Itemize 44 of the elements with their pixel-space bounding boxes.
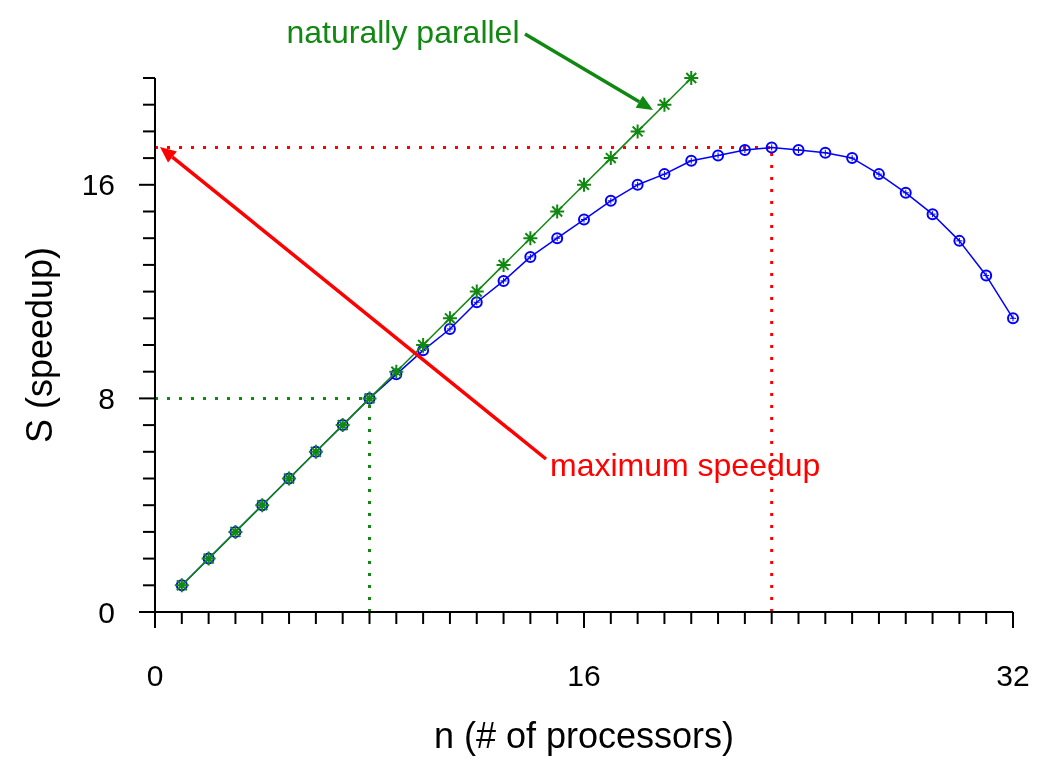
x-tick-label: 32 <box>996 659 1030 692</box>
point <box>549 203 566 220</box>
point <box>899 186 912 199</box>
point <box>738 144 751 157</box>
point <box>712 149 725 162</box>
point <box>604 194 617 207</box>
point <box>846 152 859 165</box>
point <box>819 146 832 159</box>
point <box>602 150 619 167</box>
point <box>388 363 405 380</box>
y-axis-title: S (speedup) <box>19 246 60 444</box>
point <box>685 154 698 167</box>
point <box>629 123 646 140</box>
y-tick-label: 16 <box>81 168 115 202</box>
point <box>522 230 539 247</box>
point <box>1007 312 1019 325</box>
point <box>765 141 778 154</box>
x-tick-label: 16 <box>567 659 601 692</box>
y-tick-label: 8 <box>98 381 115 415</box>
point <box>872 168 885 181</box>
text: naturally parallel <box>286 14 520 51</box>
x-axis-title: n (# of processors) <box>433 715 735 756</box>
point <box>578 213 590 226</box>
point <box>683 70 700 86</box>
point <box>576 176 592 193</box>
point <box>656 96 673 113</box>
point <box>980 269 993 282</box>
point <box>468 283 485 300</box>
point <box>443 322 456 335</box>
y-tick-label: 0 <box>98 595 115 629</box>
x-tick-label: 0 <box>146 659 164 692</box>
annotation: maximum speedup <box>550 447 821 484</box>
point <box>524 250 537 263</box>
point <box>631 178 644 191</box>
point <box>551 232 564 245</box>
point <box>926 208 939 221</box>
point <box>415 337 432 353</box>
point <box>953 234 966 247</box>
point <box>497 274 510 287</box>
point <box>658 168 671 181</box>
point <box>495 256 512 273</box>
point <box>470 296 483 309</box>
point <box>792 144 805 157</box>
point <box>441 310 458 327</box>
